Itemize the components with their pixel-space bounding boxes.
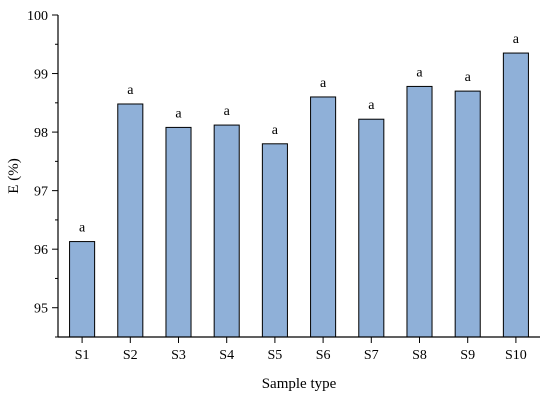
significance-label: a: [368, 98, 375, 113]
bar-s6: [310, 96, 337, 338]
bars-layer: [69, 52, 529, 338]
y-tick-label: 95: [34, 302, 48, 317]
significance-labels: a a a a a a a a a a: [79, 32, 520, 236]
significance-label: a: [416, 65, 423, 80]
x-ticks: S1 S2 S3 S4 S5 S6 S7 S8 S9 S10: [75, 337, 527, 363]
significance-label: a: [465, 70, 472, 85]
significance-label: a: [272, 123, 279, 138]
x-axis-title: Sample type: [262, 376, 337, 392]
significance-label: a: [224, 104, 231, 119]
x-tick-label: S1: [75, 348, 90, 363]
significance-label: a: [175, 106, 182, 121]
significance-label: a: [513, 32, 520, 47]
bar-s1: [69, 241, 96, 338]
bar-s9: [454, 90, 481, 338]
x-tick-label: S4: [219, 348, 234, 363]
y-tick-label: 100: [27, 9, 48, 24]
x-tick-label: S8: [412, 348, 427, 363]
bar-s10: [502, 52, 529, 338]
x-tick-label: S7: [364, 348, 379, 363]
x-tick-label: S3: [171, 348, 186, 363]
x-tick-label: S2: [123, 348, 138, 363]
significance-label: a: [79, 221, 86, 236]
x-tick-label: S10: [505, 348, 527, 363]
x-tick-label: S9: [460, 348, 475, 363]
bar-s4: [213, 124, 240, 338]
axes-layer: [57, 15, 540, 338]
y-tick-label: 98: [34, 126, 48, 141]
bar-s8: [406, 85, 433, 338]
bar-s5: [261, 143, 288, 338]
bar-s7: [358, 118, 385, 338]
y-axis-title: E (%): [6, 158, 22, 193]
significance-label: a: [320, 76, 327, 91]
y-tick-label: 99: [34, 68, 48, 83]
bar-s3: [165, 126, 192, 338]
x-tick-label: S5: [268, 348, 283, 363]
y-ticks: 95 96 97 98 99 100: [27, 9, 58, 338]
x-tick-label: S6: [316, 348, 331, 363]
y-tick-label: 97: [34, 185, 48, 200]
significance-label: a: [127, 83, 134, 98]
bar-s2: [117, 103, 144, 338]
y-tick-label: 96: [34, 243, 48, 258]
